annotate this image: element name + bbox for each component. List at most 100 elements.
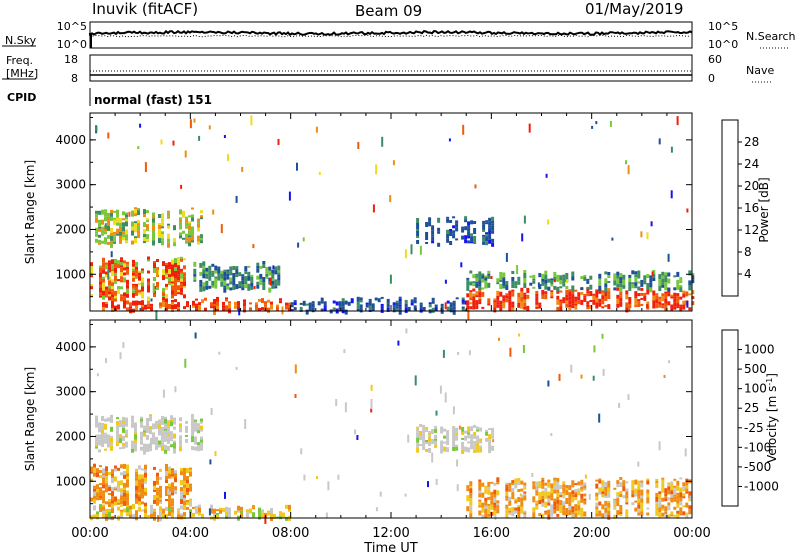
heatmap-cell: [311, 307, 315, 313]
heatmap-cell: [170, 434, 173, 437]
heatmap-cell: [214, 451, 217, 457]
heatmap-cell: [197, 221, 200, 224]
heatmap-cell: [452, 447, 456, 451]
heatmap-cell: [168, 274, 171, 278]
heatmap-cell: [147, 300, 150, 304]
heatmap-cell: [185, 233, 188, 238]
heatmap-cell: [173, 445, 176, 449]
heatmap-cell: [616, 510, 620, 516]
colorbar-tick-label: 25: [744, 401, 759, 415]
heatmap-cell: [508, 512, 512, 515]
heatmap-cell: [646, 493, 650, 498]
heatmap-cell: [357, 142, 360, 149]
heatmap-cell: [588, 493, 591, 500]
time-axis: 00:00 04:00 08:00 12:00 16:00 20:00 00:00: [71, 526, 710, 541]
heatmap-cell: [165, 513, 168, 517]
heatmap-cell: [174, 490, 177, 495]
heatmap-cell: [658, 299, 662, 302]
heatmap-cell: [448, 138, 451, 142]
heatmap-cell: [116, 425, 119, 429]
heatmap-cell: [153, 294, 156, 297]
heatmap-cell: [171, 305, 174, 309]
heatmap-cell: [526, 294, 530, 297]
heatmap-cell: [183, 505, 186, 511]
heatmap-cell: [102, 500, 105, 504]
heatmap-cell: [505, 285, 509, 290]
heatmap-cell: [197, 449, 200, 452]
heatmap-cell: [216, 308, 219, 311]
heatmap-cell: [634, 303, 638, 306]
heatmap-cell: [577, 481, 581, 486]
heatmap-cell: [574, 504, 578, 508]
heatmap-cell: [443, 446, 447, 452]
heatmap-cell: [180, 471, 183, 476]
heatmap-cell: [350, 298, 354, 304]
heatmap-cell: [238, 308, 241, 316]
heatmap-cell: [119, 447, 122, 450]
heatmap-cell: [123, 500, 126, 506]
heatmap-cell: [488, 227, 492, 233]
heatmap-cell: [179, 219, 182, 223]
heatmap-cell: [138, 292, 141, 295]
heatmap-cell: [509, 347, 512, 357]
heatmap-cell: [389, 274, 392, 284]
heatmap-cell: [135, 261, 138, 267]
heatmap-cell: [171, 487, 174, 490]
heatmap-cell: [114, 298, 117, 302]
heatmap-cell: [247, 285, 251, 291]
heatmap-cell: [253, 286, 256, 290]
freq-tick-low: 8: [71, 72, 78, 85]
heatmap-cell: [238, 281, 242, 287]
heatmap-cell: [679, 285, 683, 288]
heatmap-cell: [691, 296, 695, 300]
x-tick-label: 00:00: [673, 526, 710, 541]
heatmap-cell: [108, 296, 111, 301]
heatmap-cell: [93, 463, 96, 468]
heatmap-cell: [586, 304, 590, 308]
heatmap-cell: [277, 274, 281, 278]
heatmap-cell: [104, 227, 107, 232]
heatmap-cell: [149, 426, 152, 430]
heatmap-cell: [616, 480, 620, 485]
heatmap-cell: [535, 290, 539, 294]
heatmap-cell: [149, 416, 152, 422]
heatmap-cell: [541, 495, 545, 499]
heatmap-cell: [167, 488, 170, 495]
heatmap-cell: [186, 500, 189, 502]
heatmap-cell: [119, 352, 122, 360]
heatmap-cell: [580, 291, 584, 295]
heatmap-cell: [461, 299, 465, 303]
heatmap-cell: [101, 416, 104, 421]
heatmap-cell: [90, 471, 93, 474]
heatmap-cell: [197, 218, 200, 222]
heatmap-cell: [180, 480, 183, 486]
heatmap-cell: [544, 285, 548, 290]
heatmap-cell: [481, 492, 485, 498]
heatmap-cell: [520, 291, 524, 297]
heatmap-cell: [99, 483, 102, 486]
heatmap-cell: [102, 302, 105, 306]
heatmap-cell: [244, 284, 248, 289]
heatmap-cell: [247, 271, 251, 276]
noise-strip-frame: [89, 21, 693, 49]
heatmap-cell: [562, 281, 566, 284]
heatmap-cell: [643, 295, 647, 301]
heatmap-cell: [120, 509, 123, 512]
heatmap-cell: [598, 478, 602, 481]
heatmap-cell: [628, 305, 631, 312]
heatmap-cell: [556, 481, 560, 484]
heatmap-cell: [508, 305, 512, 308]
heatmap-cell: [116, 209, 119, 215]
heatmap-cell: [173, 421, 176, 425]
heatmap-cell: [661, 282, 665, 285]
heatmap-cell: [135, 286, 138, 291]
heatmap-cell: [156, 472, 159, 477]
heatmap-cell: [625, 495, 629, 499]
heatmap-cell: [457, 352, 460, 355]
heatmap-cell: [580, 479, 584, 482]
heatmap-cell: [583, 493, 587, 497]
heatmap-cell: [661, 278, 665, 283]
heatmap-cell: [165, 262, 168, 265]
heatmap-cell: [311, 301, 315, 304]
heatmap-cell: [595, 302, 599, 306]
